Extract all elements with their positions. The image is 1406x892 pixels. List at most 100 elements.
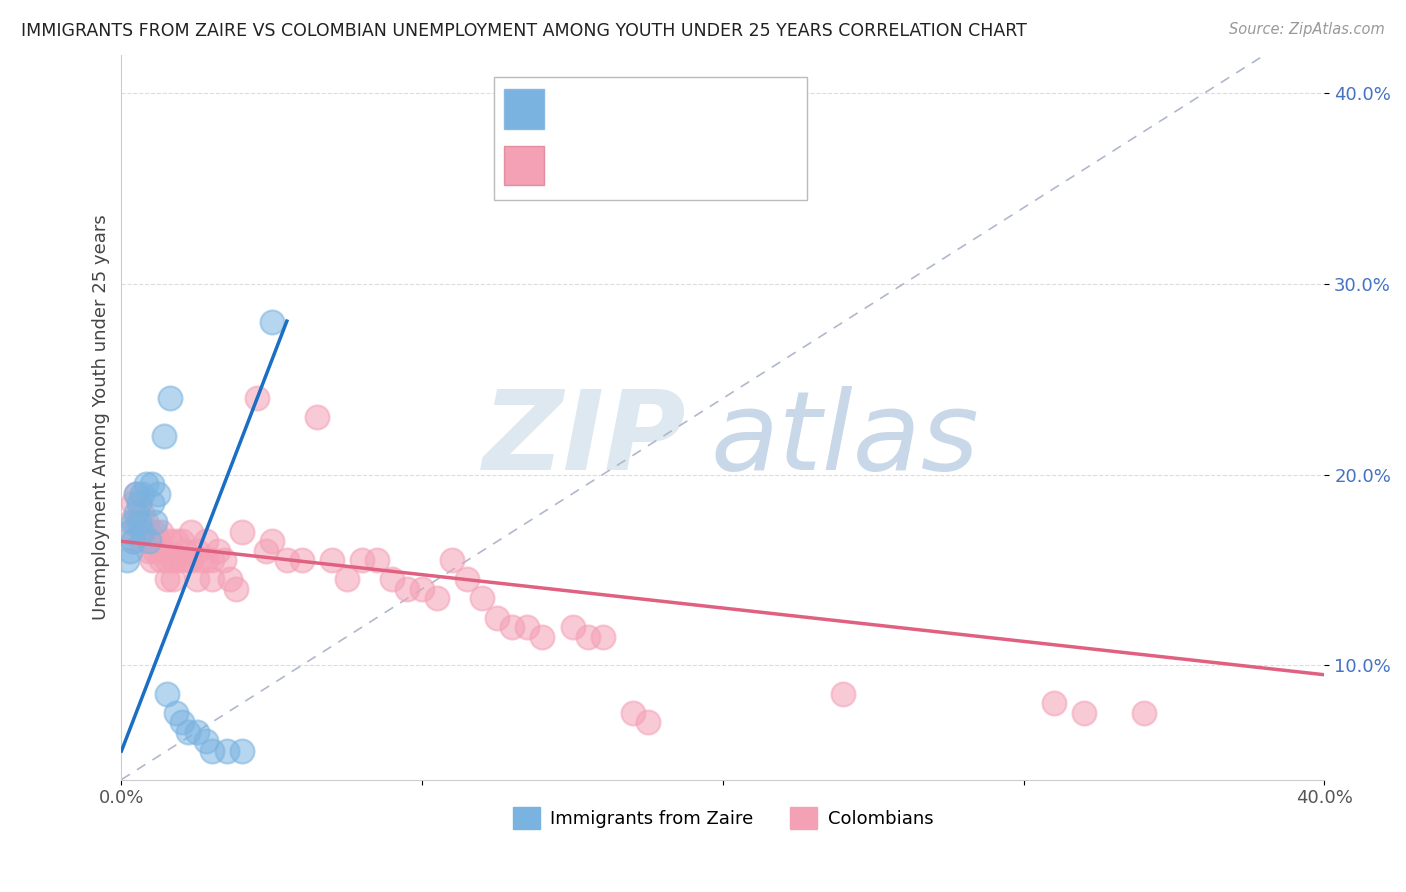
Point	[212, 553, 235, 567]
Point	[396, 582, 419, 596]
Point	[120, 544, 142, 558]
Text: ZIP: ZIP	[484, 385, 688, 492]
Point	[152, 544, 174, 558]
Point	[336, 573, 359, 587]
Point	[125, 506, 148, 520]
Point	[576, 630, 599, 644]
Point	[486, 610, 509, 624]
Point	[131, 524, 153, 539]
Point	[254, 544, 277, 558]
Point	[134, 515, 156, 529]
Point	[366, 553, 388, 567]
Point	[516, 620, 538, 634]
Point	[134, 477, 156, 491]
Point	[165, 534, 187, 549]
Point	[381, 573, 404, 587]
Point	[194, 534, 217, 549]
Point	[159, 534, 181, 549]
Point	[155, 573, 177, 587]
Point	[128, 496, 150, 510]
Point	[201, 744, 224, 758]
Point	[531, 630, 554, 644]
Point	[152, 429, 174, 443]
Point	[141, 477, 163, 491]
Point	[215, 744, 238, 758]
Point	[165, 553, 187, 567]
Point	[162, 553, 184, 567]
Point	[1042, 697, 1064, 711]
Point	[246, 392, 269, 406]
Point	[260, 315, 283, 329]
Point	[621, 706, 644, 720]
Point	[471, 591, 494, 606]
Point	[170, 715, 193, 730]
Point	[125, 486, 148, 500]
Text: IMMIGRANTS FROM ZAIRE VS COLOMBIAN UNEMPLOYMENT AMONG YOUTH UNDER 25 YEARS CORRE: IMMIGRANTS FROM ZAIRE VS COLOMBIAN UNEMP…	[21, 22, 1026, 40]
Point	[218, 573, 240, 587]
Point	[117, 553, 139, 567]
Point	[637, 715, 659, 730]
Point	[131, 506, 153, 520]
Point	[141, 534, 163, 549]
Point	[276, 553, 298, 567]
Point	[180, 524, 202, 539]
Point	[1073, 706, 1095, 720]
Point	[188, 553, 211, 567]
Point	[456, 573, 478, 587]
Point	[225, 582, 247, 596]
Point	[146, 534, 169, 549]
Point	[131, 486, 153, 500]
Point	[321, 553, 343, 567]
Point	[176, 553, 198, 567]
Point	[155, 687, 177, 701]
Point	[125, 486, 148, 500]
Point	[231, 524, 253, 539]
Point	[155, 553, 177, 567]
Point	[122, 515, 145, 529]
Point	[131, 534, 153, 549]
Point	[143, 524, 166, 539]
Point	[159, 392, 181, 406]
Point	[143, 544, 166, 558]
Point	[138, 544, 160, 558]
Point	[231, 744, 253, 758]
Point	[186, 544, 208, 558]
Point	[350, 553, 373, 567]
Point	[186, 573, 208, 587]
Text: Source: ZipAtlas.com: Source: ZipAtlas.com	[1229, 22, 1385, 37]
Legend: Immigrants from Zaire, Colombians: Immigrants from Zaire, Colombians	[505, 799, 941, 836]
Point	[165, 706, 187, 720]
Point	[201, 573, 224, 587]
Point	[501, 620, 523, 634]
Point	[122, 496, 145, 510]
Point	[138, 524, 160, 539]
Point	[141, 553, 163, 567]
Point	[426, 591, 449, 606]
Point	[441, 553, 464, 567]
Point	[170, 534, 193, 549]
Point	[138, 534, 160, 549]
Point	[143, 515, 166, 529]
Point	[260, 534, 283, 549]
Point	[180, 553, 202, 567]
Point	[305, 410, 328, 425]
Point	[1133, 706, 1156, 720]
Point	[170, 553, 193, 567]
Point	[207, 544, 229, 558]
Point	[120, 515, 142, 529]
Point	[122, 534, 145, 549]
Point	[128, 496, 150, 510]
Point	[125, 515, 148, 529]
Text: atlas: atlas	[711, 385, 980, 492]
Point	[176, 725, 198, 739]
Point	[128, 515, 150, 529]
Point	[149, 524, 172, 539]
Point	[120, 524, 142, 539]
Point	[832, 687, 855, 701]
Point	[173, 544, 195, 558]
Point	[122, 534, 145, 549]
Point	[162, 573, 184, 587]
Point	[146, 486, 169, 500]
Point	[194, 553, 217, 567]
Point	[592, 630, 614, 644]
